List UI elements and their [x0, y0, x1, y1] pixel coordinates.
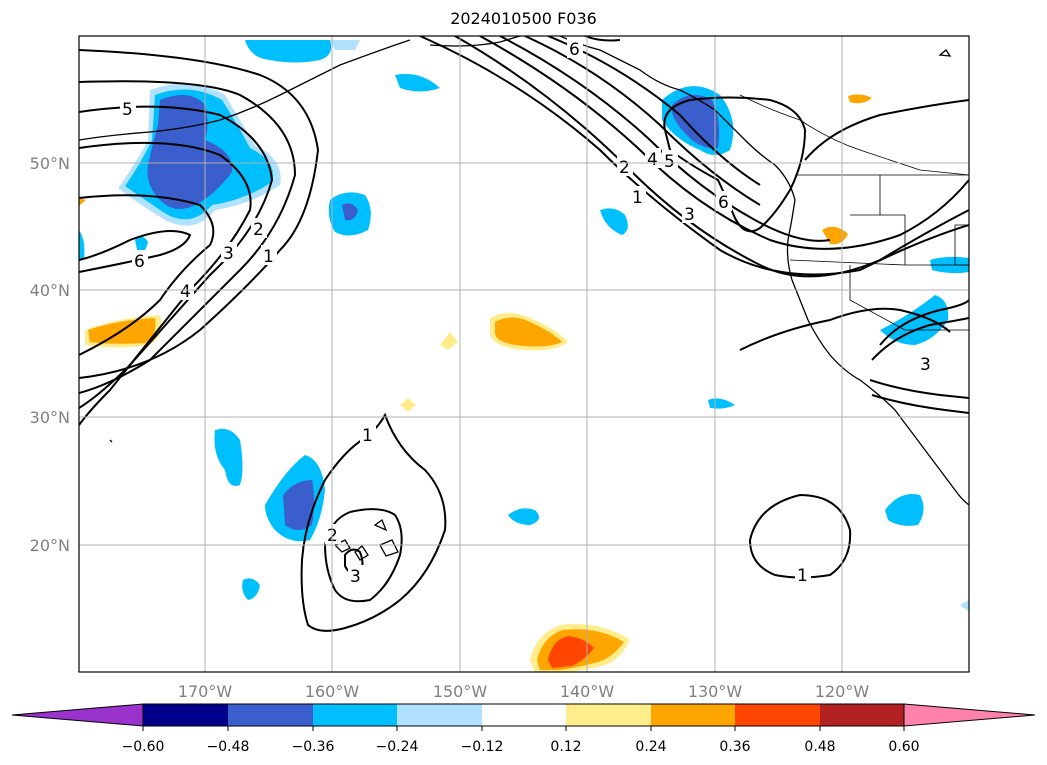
lat-tick-label: 30°N: [30, 408, 70, 427]
colorbar-segment: [651, 704, 735, 726]
colorbar-segment: [735, 704, 820, 726]
colorbar-tick-label: −0.60: [122, 739, 165, 755]
colorbar-segment: [228, 704, 313, 726]
contour-label: 4: [180, 282, 191, 302]
contour-label: 1: [632, 188, 643, 208]
contour-label: 6: [569, 40, 580, 60]
positive-shading: [79, 94, 872, 672]
colorbar-tick-label: 0.48: [804, 739, 835, 755]
colorbar-tick-label: 0.60: [888, 739, 919, 755]
contour-labels: 5 6 4 3 2 1 6 2 4 5 1 3 6 1: [120, 38, 934, 587]
lon-tick-label: 140°W: [560, 682, 615, 701]
colorbar-tick-label: −0.36: [292, 739, 335, 755]
lon-tick-labels: 170°W 160°W 150°W 140°W 130°W 120°W: [178, 682, 870, 701]
lon-tick-label: 120°W: [815, 682, 870, 701]
gridlines: [79, 36, 969, 672]
lat-tick-labels: 50°N 40°N 30°N 20°N: [30, 154, 70, 555]
contour-label: 3: [350, 567, 361, 587]
contour-label: 3: [684, 205, 695, 225]
colorbar-segment: [566, 704, 651, 726]
contour-label: 6: [718, 193, 729, 213]
colorbar-tick-label: 0.24: [635, 739, 666, 755]
colorbar-tick-label: 0.36: [719, 739, 750, 755]
contour-label: 1: [362, 426, 373, 446]
contour-label: 3: [920, 355, 931, 375]
colorbar: −0.60 −0.48 −0.36 −0.24 −0.12 0.12 0.24 …: [11, 703, 1036, 755]
lat-tick-label: 20°N: [30, 536, 70, 555]
contour-label: 5: [122, 100, 133, 120]
colorbar-tick-label: 0.12: [550, 739, 581, 755]
map-frame: [78, 35, 970, 673]
lon-tick-label: 170°W: [178, 682, 233, 701]
contour-label: 6: [134, 252, 145, 272]
lat-tick-label: 40°N: [30, 281, 70, 300]
colorbar-segment: [482, 704, 566, 726]
colorbar-segment: [820, 704, 904, 726]
contour-label: 1: [797, 566, 808, 586]
map-area: 5 6 4 3 2 1 6 2 4 5 1 3 6 1: [79, 36, 969, 672]
colorbar-segment: [397, 704, 482, 726]
colorbar-extend-low: [11, 703, 144, 727]
map-title: 2024010500 F036: [450, 9, 597, 28]
contour-label: 1: [263, 247, 274, 267]
contour-label: 4: [647, 150, 658, 170]
contour-label: 2: [253, 220, 264, 240]
colorbar-tick-label: −0.48: [207, 739, 250, 755]
contour-label: 2: [619, 158, 630, 178]
colorbar-tick-label: −0.24: [376, 739, 419, 755]
lon-tick-label: 160°W: [305, 682, 360, 701]
lon-tick-label: 150°W: [433, 682, 488, 701]
contour-label: 3: [223, 244, 234, 264]
colorbar-segment: [313, 704, 397, 726]
contour-label: 5: [664, 152, 675, 172]
colorbar-extend-high: [903, 703, 1036, 727]
colorbar-tick-label: −0.12: [461, 739, 504, 755]
lon-tick-label: 130°W: [688, 682, 743, 701]
colorbar-segment: [143, 704, 228, 726]
lat-tick-label: 50°N: [30, 154, 70, 173]
